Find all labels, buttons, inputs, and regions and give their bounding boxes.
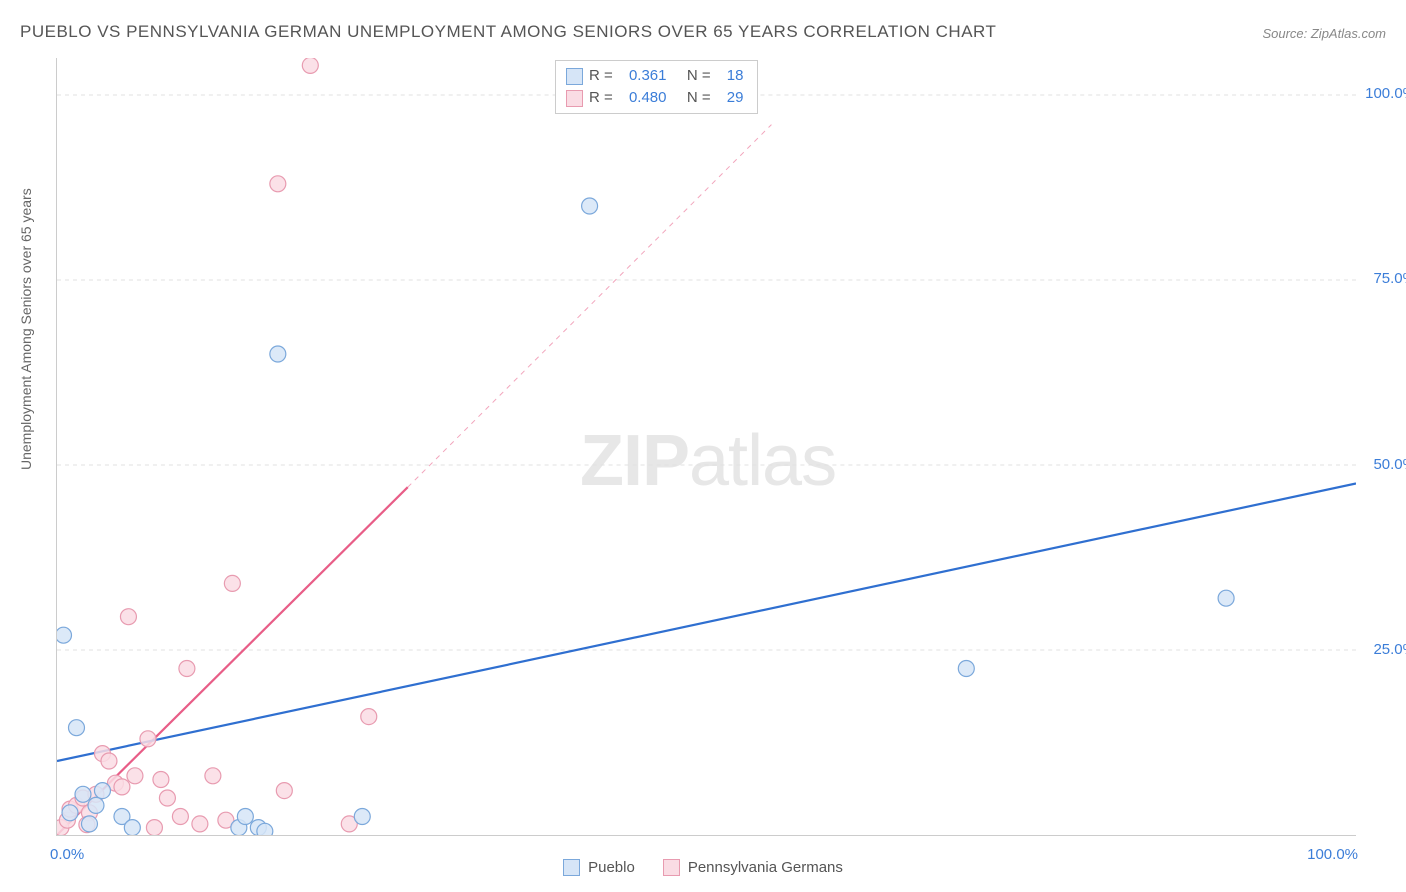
legend-swatch-icon (563, 859, 580, 876)
y-tick-label: 75.0% (1356, 270, 1406, 287)
chart-title: PUEBLO VS PENNSYLVANIA GERMAN UNEMPLOYME… (20, 22, 996, 42)
y-tick-label: 100.0% (1356, 85, 1406, 102)
series-legend: Pueblo Pennsylvania Germans (0, 859, 1406, 880)
y-axis-label: Unemployment Among Seniors over 65 years (18, 188, 34, 470)
legend-item: Pueblo (563, 859, 635, 876)
chart-plot-area: 25.0%50.0%75.0%100.0% (56, 58, 1356, 836)
legend-swatch-icon (663, 859, 680, 876)
y-tick-label: 50.0% (1356, 456, 1406, 473)
legend-swatch-icon (566, 90, 583, 107)
y-tick-label: 25.0% (1356, 641, 1406, 658)
legend-row: R = 0.361 N = 18 (566, 65, 743, 87)
legend-row: R = 0.480 N = 29 (566, 87, 743, 109)
source-attribution: Source: ZipAtlas.com (1262, 26, 1386, 41)
scatter-plot-svg (57, 58, 1356, 835)
correlation-legend: R = 0.361 N = 18R = 0.480 N = 29 (555, 60, 758, 114)
legend-swatch-icon (566, 68, 583, 85)
legend-item: Pennsylvania Germans (663, 859, 843, 876)
